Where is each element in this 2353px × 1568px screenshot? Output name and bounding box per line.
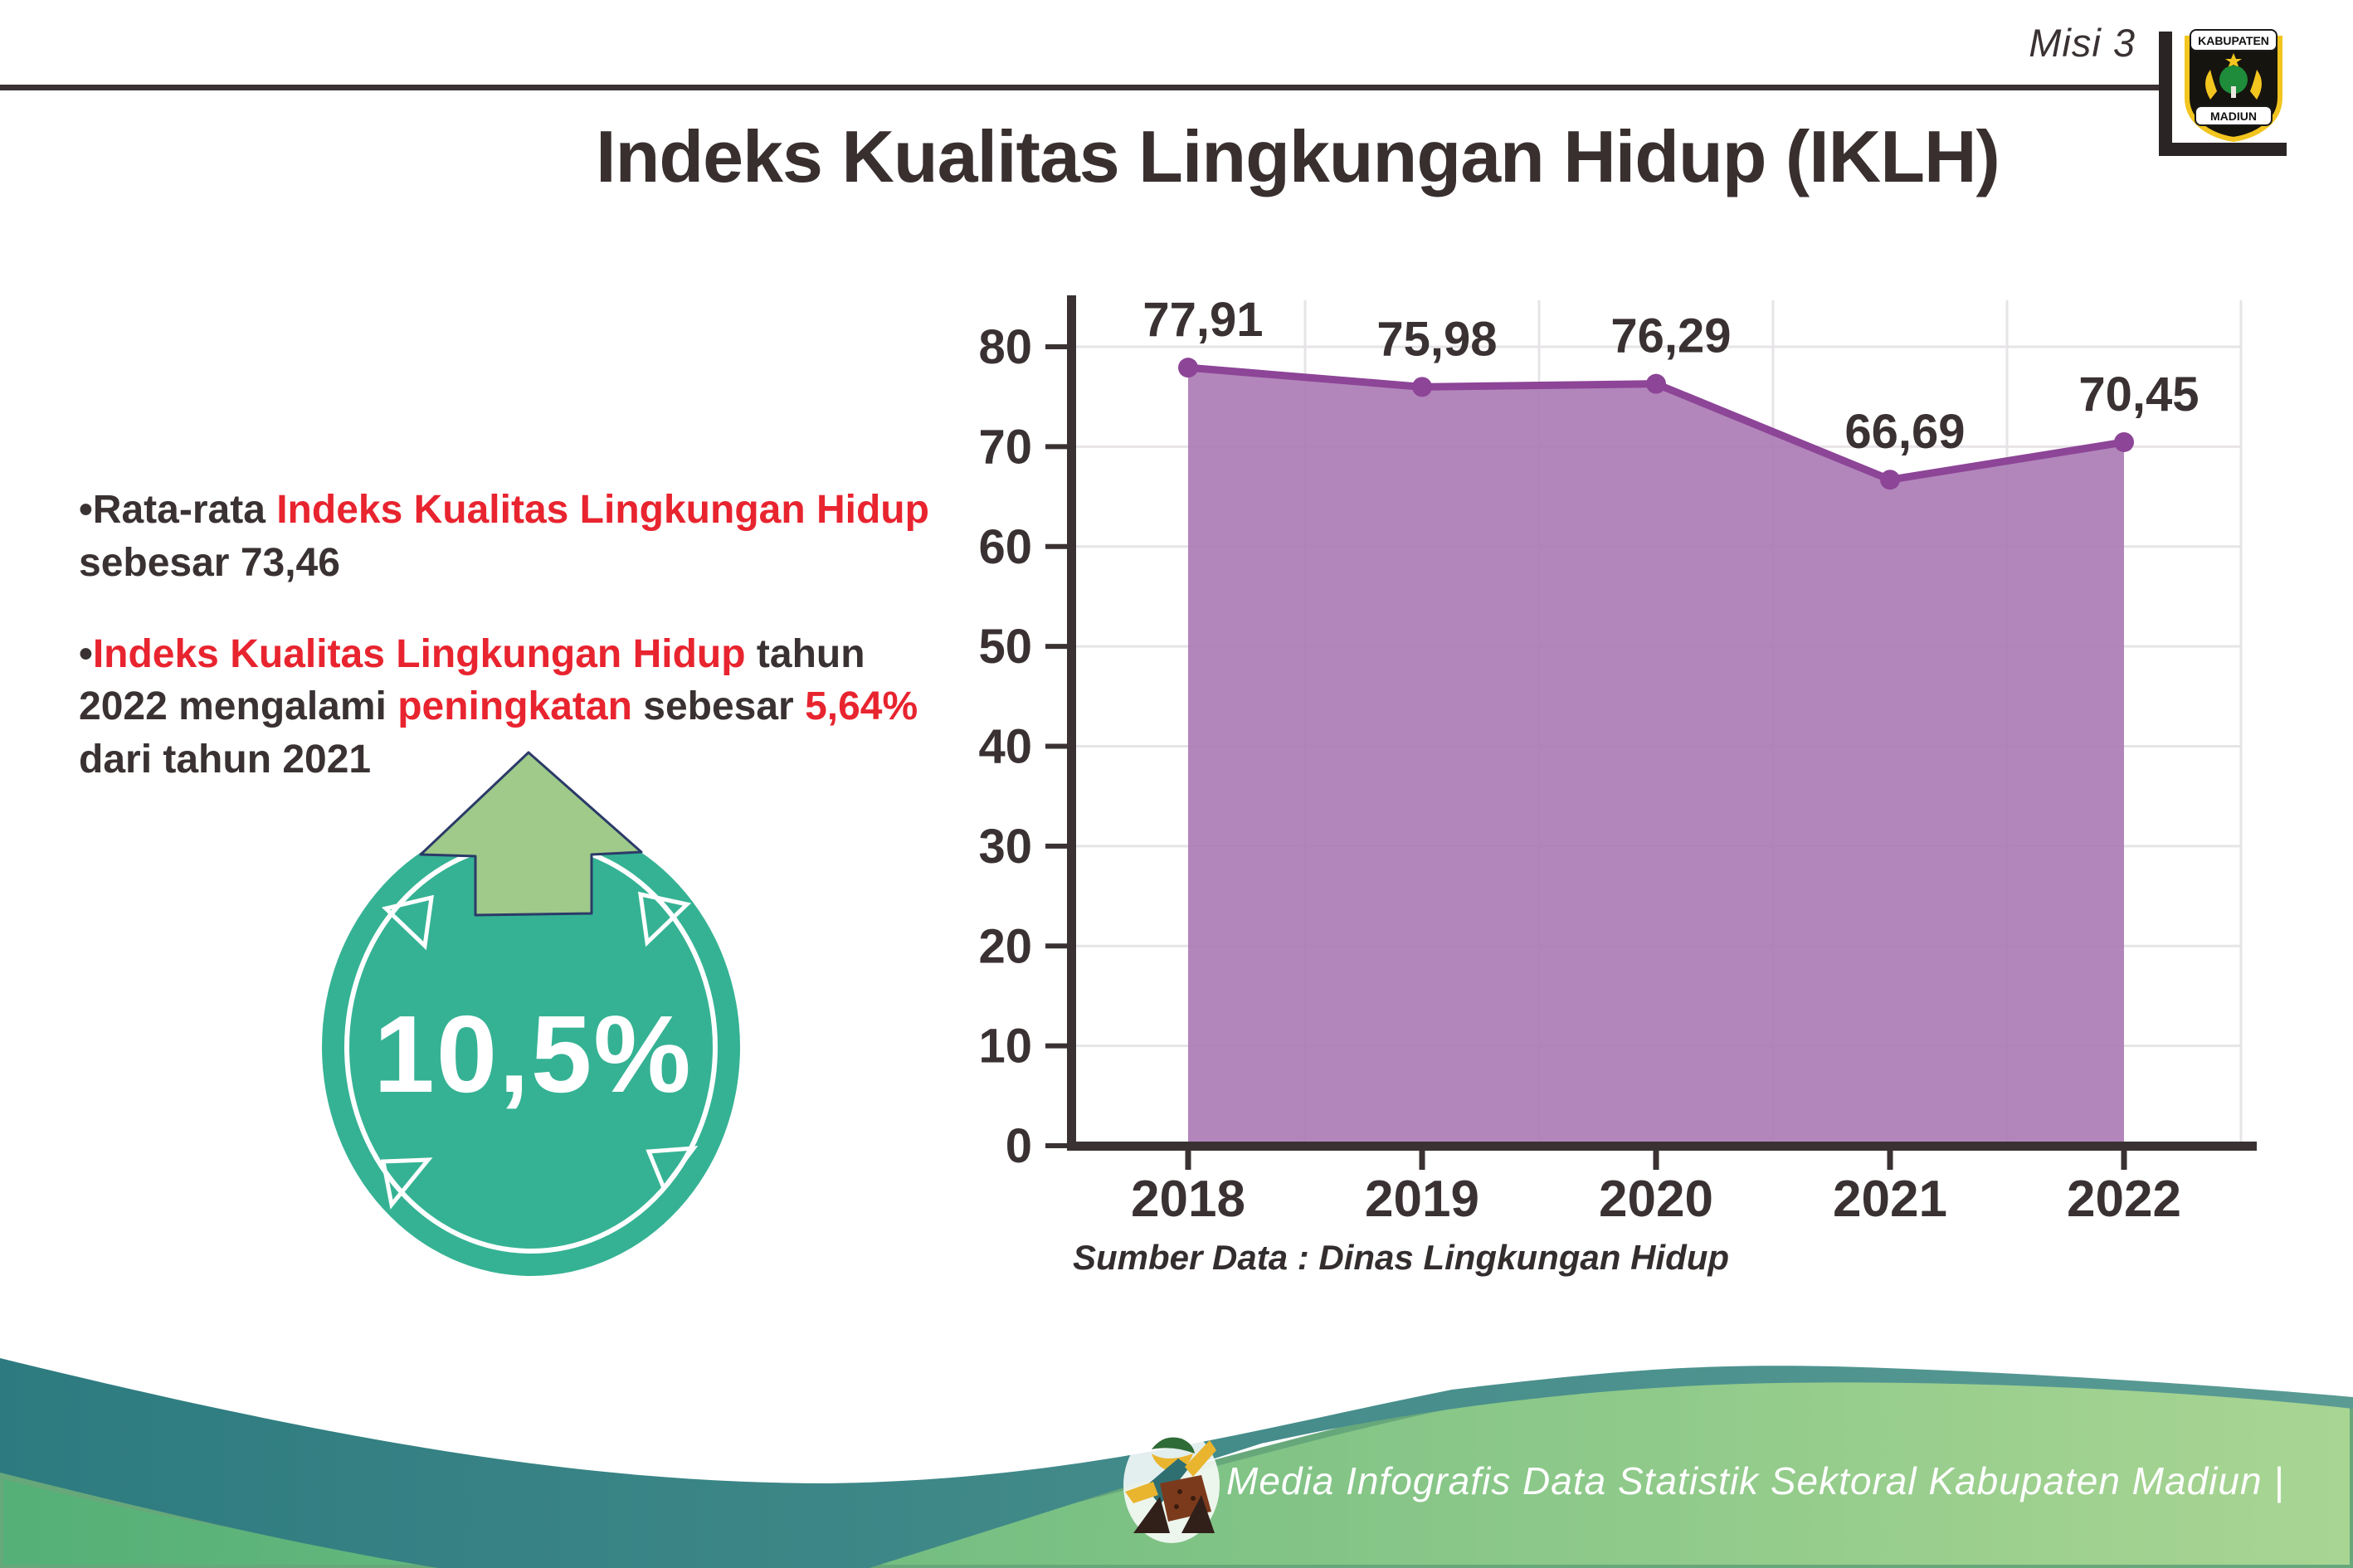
x-tick-label: 2019 xyxy=(1365,1171,1479,1228)
page-title: Indeks Kualitas Lingkungan Hidup (IKLH) xyxy=(596,115,2000,197)
data-point xyxy=(1646,373,1666,394)
misi-label: Misi 3 xyxy=(2029,21,2136,65)
bullet-highlight: Indeks Kualitas Lingkungan Hidup xyxy=(276,488,929,532)
bullet-text: sebesar 73,46 xyxy=(79,540,340,585)
bullet-text: sebesar xyxy=(631,684,806,729)
sparkle-triangle-icon xyxy=(638,891,692,947)
logo-banner-bottom xyxy=(2195,105,2273,126)
kabupaten-madiun-logo: KABUPATEN MADIUN xyxy=(2185,29,2282,143)
y-tick-label: 40 xyxy=(978,720,1032,774)
value-label: 70,45 xyxy=(2078,368,2199,421)
value-label: 66,69 xyxy=(1844,405,1965,459)
value-label: 76,29 xyxy=(1610,309,1731,363)
logo-frame-horizontal xyxy=(2159,143,2287,156)
bullet-text: •Rata-rata xyxy=(79,488,277,532)
data-point xyxy=(1412,377,1432,397)
bullet-highlight: 5,64% xyxy=(805,684,918,729)
y-tick-label: 50 xyxy=(978,620,1032,674)
increase-badge xyxy=(322,751,740,1276)
footer-credit: Media Infografis Data Statistik Sektoral… xyxy=(1226,1459,2285,1502)
bullet-text: • xyxy=(79,631,93,676)
bullet-iklh-increase: •Indeks Kualitas Lingkungan Hidup tahun … xyxy=(79,628,942,786)
y-tick-label: 0 xyxy=(1006,1119,1032,1173)
x-tick-label: 2022 xyxy=(2067,1171,2181,1228)
sparkle-triangle-icon xyxy=(381,894,434,951)
sparkle-triangle-icon xyxy=(645,1146,699,1193)
y-tick-label: 30 xyxy=(978,820,1032,874)
bullet-highlight: Indeks Kualitas Lingkungan Hidup xyxy=(92,631,746,676)
bullet-average-iklh: •Rata-rata Indeks Kualitas Lingkungan Hi… xyxy=(79,484,942,590)
logo-tree xyxy=(2219,66,2248,94)
key-findings: •Rata-rata Indeks Kualitas Lingkungan Hi… xyxy=(79,484,942,825)
bullet-text: dari tahun 2021 xyxy=(79,738,372,782)
value-label: 77,91 xyxy=(1142,293,1263,347)
logo-tree-trunk xyxy=(2231,86,2236,98)
bullet-text: tahun 2022 mengalami xyxy=(79,631,865,729)
data-point xyxy=(1178,358,1198,378)
x-tick-label: 2018 xyxy=(1131,1171,1245,1228)
footer-wave xyxy=(0,1358,2353,1568)
x-tick-label: 2020 xyxy=(1599,1171,1713,1228)
y-axis xyxy=(1067,295,1076,1150)
x-tick-label: 2021 xyxy=(1833,1171,1947,1228)
logo-frame-vertical xyxy=(2159,32,2172,156)
logo-wing-left xyxy=(2205,70,2217,100)
y-tick-label: 60 xyxy=(978,520,1032,574)
sparkle-triangle-icon xyxy=(380,1157,433,1210)
y-tick-label: 80 xyxy=(978,320,1032,374)
bullet-highlight: peningkatan xyxy=(397,684,632,729)
up-arrow-icon xyxy=(419,751,643,917)
header-rule xyxy=(0,85,2161,90)
data-point xyxy=(2114,431,2134,452)
source-note: Sumber Data : Dinas Lingkungan Hidup xyxy=(1073,1238,1730,1277)
y-tick-label: 20 xyxy=(978,919,1032,973)
value-label: 75,98 xyxy=(1376,312,1497,366)
logo-banner-top-text: KABUPATEN xyxy=(2198,34,2269,47)
logo-banner-top xyxy=(2190,29,2277,51)
data-point xyxy=(1880,470,1900,490)
area-fill xyxy=(1188,368,2124,1146)
logo-banner-bottom-text: MADIUN xyxy=(2210,110,2257,123)
y-tick-label: 70 xyxy=(978,420,1032,474)
increase-percentage: 10,5% xyxy=(373,993,693,1115)
logo-star-icon xyxy=(2225,53,2242,68)
x-axis xyxy=(1067,1142,2257,1151)
logo-wing-right xyxy=(2250,70,2262,100)
y-tick-label: 10 xyxy=(978,1020,1032,1074)
mascot-icon xyxy=(1123,1427,1220,1543)
